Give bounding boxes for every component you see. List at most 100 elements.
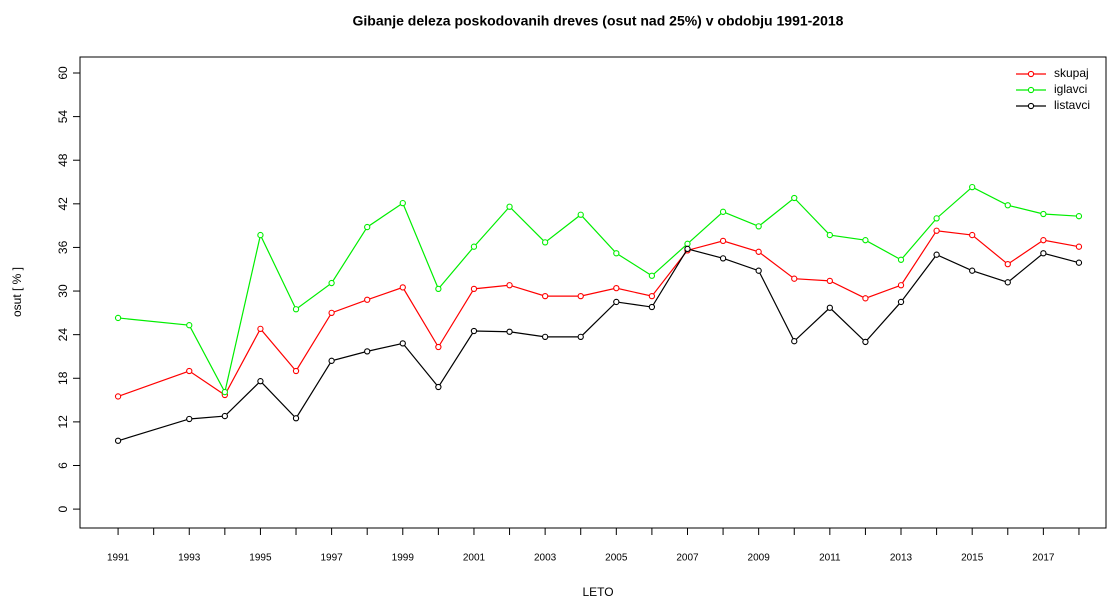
- legend-label: iglavci: [1054, 82, 1087, 96]
- data-point: [791, 194, 798, 202]
- x-tick-label: 2017: [1032, 553, 1055, 564]
- data-point: [541, 333, 549, 340]
- y-tick-label: 12: [56, 415, 70, 429]
- x-tick-label: 2011: [819, 553, 841, 564]
- data-point: [364, 348, 371, 355]
- data-point: [1075, 243, 1083, 250]
- data-point: [613, 298, 620, 306]
- data-point: [470, 327, 478, 335]
- y-tick-label: 36: [56, 240, 70, 254]
- data-point: [364, 223, 371, 231]
- data-point: [755, 223, 762, 230]
- data-point: [648, 303, 656, 311]
- data-point: [719, 208, 727, 215]
- x-tick-label: 1999: [392, 553, 415, 564]
- data-point: [186, 367, 193, 375]
- x-tick-label: 2015: [961, 553, 984, 564]
- data-point: [1004, 279, 1011, 286]
- data-point: [364, 296, 371, 303]
- data-point: [719, 237, 727, 245]
- data-point: [470, 243, 478, 250]
- x-tick-label: 1995: [249, 553, 272, 564]
- data-point: [1040, 250, 1047, 257]
- data-point: [541, 292, 549, 300]
- y-tick-label: 6: [56, 462, 70, 469]
- data-point: [1004, 261, 1011, 268]
- data-point: [862, 338, 869, 346]
- data-point: [933, 215, 940, 222]
- y-tick-label: 60: [56, 66, 70, 80]
- data-point: [328, 357, 335, 364]
- plot-frame: [79, 56, 1107, 529]
- data-point: [1004, 202, 1011, 209]
- data-point: [257, 378, 264, 385]
- data-point: [506, 282, 513, 289]
- data-point: [755, 248, 762, 255]
- x-tick-label: 2007: [676, 553, 699, 564]
- x-tick-label: 1993: [178, 553, 201, 564]
- data-point: [613, 250, 620, 257]
- data-point: [577, 292, 584, 300]
- data-point: [114, 437, 122, 444]
- data-point: [648, 292, 656, 300]
- data-point: [648, 272, 656, 279]
- y-tick-label: 48: [56, 153, 70, 167]
- data-point: [897, 282, 905, 289]
- legend-marker: [1027, 102, 1035, 110]
- y-tick-label: 30: [56, 284, 70, 298]
- y-axis-title: osut [ % ]: [10, 267, 24, 317]
- data-point: [719, 255, 727, 262]
- x-tick-label: 2003: [534, 553, 557, 564]
- data-point: [613, 284, 620, 292]
- data-point: [791, 338, 798, 345]
- legend-label: listavci: [1054, 98, 1090, 112]
- x-tick-label: 1991: [107, 553, 130, 564]
- data-point: [470, 285, 478, 293]
- data-point: [292, 415, 300, 422]
- x-tick-label: 2013: [890, 553, 913, 564]
- data-point: [933, 251, 940, 258]
- data-point: [114, 314, 122, 322]
- data-point: [186, 415, 193, 423]
- data-point: [791, 275, 798, 282]
- data-point: [755, 267, 762, 274]
- data-point: [541, 239, 549, 246]
- data-point: [1075, 259, 1083, 266]
- data-point: [221, 412, 228, 420]
- data-point: [435, 285, 442, 293]
- data-point: [1040, 237, 1047, 244]
- data-point: [577, 333, 584, 340]
- y-tick-label: 24: [56, 328, 70, 342]
- data-point: [506, 328, 513, 335]
- data-point: [399, 340, 406, 347]
- data-point: [399, 199, 406, 207]
- data-point: [257, 231, 264, 239]
- data-point: [114, 393, 122, 400]
- x-tick-label: 2009: [748, 553, 771, 564]
- legend-marker: [1027, 86, 1035, 94]
- data-point: [826, 231, 833, 239]
- data-point: [969, 183, 976, 191]
- data-point: [577, 211, 584, 218]
- chart-title: Gibanje deleza poskodovanih dreves (osut…: [353, 13, 844, 29]
- data-point: [826, 304, 833, 311]
- legend-marker: [1027, 70, 1035, 78]
- data-point: [292, 367, 300, 375]
- data-point: [328, 309, 335, 317]
- x-tick-label: 1997: [320, 553, 343, 564]
- x-tick-label: 2001: [463, 553, 486, 564]
- x-tick-label: 2005: [605, 553, 628, 564]
- data-point: [1040, 210, 1047, 218]
- data-point: [399, 284, 406, 291]
- data-point: [328, 279, 335, 287]
- data-point: [684, 245, 691, 253]
- data-point: [826, 277, 833, 285]
- y-tick-label: 0: [56, 505, 70, 512]
- data-point: [897, 298, 905, 306]
- data-point: [257, 325, 264, 332]
- x-axis-title: LETO: [582, 585, 613, 599]
- data-point: [1075, 213, 1083, 220]
